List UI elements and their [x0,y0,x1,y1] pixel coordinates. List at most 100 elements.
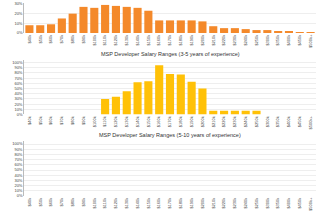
svg-text:$80k: $80k [70,198,75,207]
svg-text:10%: 10% [14,188,22,193]
svg-text:$450k: $450k [297,198,302,209]
svg-text:$60k: $60k [48,198,53,207]
svg-text:$50k: $50k [38,116,43,125]
svg-text:$400k: $400k [286,198,291,209]
svg-text:$210k: $210k [211,116,216,127]
svg-text:$120k: $120k [113,198,118,209]
svg-text:$150k: $150k [146,35,151,46]
svg-text:0%: 0% [17,112,23,117]
svg-text:$180k: $180k [178,198,183,209]
svg-text:$170k: $170k [167,116,172,127]
svg-text:30%: 30% [14,1,22,6]
svg-text:$240k: $240k [243,35,248,46]
svg-text:$200k: $200k [200,198,205,209]
svg-text:$220k: $220k [221,116,226,127]
svg-text:$350k: $350k [275,198,280,209]
svg-text:$230k: $230k [232,116,237,127]
svg-text:$80k: $80k [70,35,75,44]
svg-text:$240k: $240k [243,198,248,209]
svg-text:$120k: $120k [113,35,118,46]
svg-text:MSP Developer Salary Ranges (3: MSP Developer Salary Ranges (3-5 years o… [101,51,240,57]
svg-text:$170k: $170k [167,198,172,209]
svg-text:$70k: $70k [59,116,64,125]
svg-text:$250k: $250k [254,35,259,46]
svg-text:$250k: $250k [254,116,259,127]
svg-text:$160k: $160k [156,198,161,209]
svg-text:$70k: $70k [59,198,64,207]
svg-text:$450k: $450k [297,116,302,127]
svg-text:$240k: $240k [243,116,248,127]
svg-text:$400k: $400k [286,116,291,127]
svg-text:$80k: $80k [70,116,75,125]
svg-text:50%: 50% [14,86,22,91]
svg-text:$400k: $400k [286,35,291,46]
svg-text:40%: 40% [14,173,22,178]
svg-text:$60k: $60k [48,35,53,44]
svg-text:90%: 90% [14,147,22,152]
svg-text:$300k: $300k [265,35,270,46]
svg-text:$130k: $130k [124,35,129,46]
svg-text:0%: 0% [17,193,23,198]
svg-text:$500k+: $500k+ [308,116,313,130]
svg-text:$210k: $210k [211,35,216,46]
svg-text:30%: 30% [14,178,22,183]
svg-text:$60k: $60k [48,116,53,125]
svg-text:40%: 40% [14,91,22,96]
svg-text:$130k: $130k [124,116,129,127]
svg-text:$300k: $300k [265,116,270,127]
svg-text:$40k: $40k [27,198,32,207]
svg-text:$140k: $140k [135,198,140,209]
svg-text:20%: 20% [14,102,22,107]
svg-text:0%: 0% [17,30,23,35]
svg-text:$220k: $220k [221,35,226,46]
svg-text:100%: 100% [12,141,23,146]
svg-text:$100k: $100k [92,35,97,46]
svg-text:$40k: $40k [27,116,32,125]
svg-text:$190k: $190k [189,35,194,46]
svg-text:50%: 50% [14,167,22,172]
svg-text:80%: 80% [14,70,22,75]
svg-text:$230k: $230k [232,35,237,46]
svg-text:$160k: $160k [156,116,161,127]
svg-text:$110k: $110k [102,35,107,46]
svg-text:$110k: $110k [102,198,107,209]
svg-text:$50k: $50k [38,198,43,207]
svg-text:10%: 10% [14,107,22,112]
svg-text:$500k+: $500k+ [308,34,313,48]
svg-text:$140k: $140k [135,35,140,46]
svg-text:10%: 10% [14,21,22,26]
svg-text:$110k: $110k [102,116,107,127]
svg-text:$180k: $180k [178,35,183,46]
svg-text:$300k: $300k [265,198,270,209]
svg-text:$170k: $170k [167,35,172,46]
svg-text:MSP Developer Salary Ranges (5: MSP Developer Salary Ranges (5-10 years … [99,132,241,138]
svg-text:60%: 60% [14,162,22,167]
svg-text:$210k: $210k [211,198,216,209]
svg-text:$200k: $200k [200,116,205,127]
svg-text:$90k: $90k [81,198,86,207]
svg-text:30%: 30% [14,96,22,101]
svg-text:60%: 60% [14,81,22,86]
svg-text:100%: 100% [12,60,23,65]
svg-text:$230k: $230k [232,198,237,209]
svg-text:$150k: $150k [146,198,151,209]
svg-text:20%: 20% [14,183,22,188]
svg-text:$140k: $140k [135,116,140,127]
svg-text:70%: 70% [14,157,22,162]
svg-text:$220k: $220k [221,198,226,209]
svg-text:20%: 20% [14,11,22,16]
svg-text:$350k: $350k [275,35,280,46]
svg-text:$130k: $130k [124,198,129,209]
svg-text:$350k: $350k [275,116,280,127]
svg-text:$50k: $50k [38,35,43,44]
svg-text:$250k: $250k [254,198,259,209]
svg-text:$100k: $100k [92,198,97,209]
svg-text:$200k: $200k [200,35,205,46]
svg-text:70%: 70% [14,76,22,81]
svg-text:$150k: $150k [146,116,151,127]
svg-text:$90k: $90k [81,35,86,44]
svg-text:$160k: $160k [156,35,161,46]
svg-text:$190k: $190k [189,198,194,209]
svg-text:90%: 90% [14,65,22,70]
svg-text:$500k+: $500k+ [308,197,313,211]
